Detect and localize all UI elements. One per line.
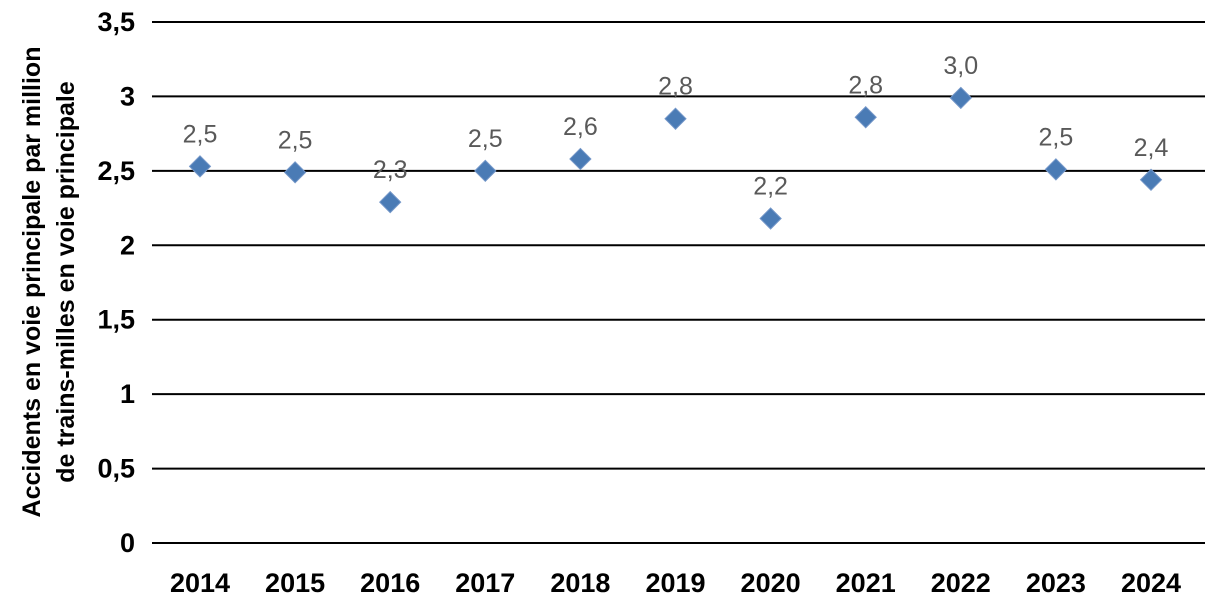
x-tick-label: 2019 <box>645 568 705 598</box>
x-tick-label: 2020 <box>741 568 801 598</box>
diamond-marker <box>664 107 687 130</box>
data-label: 2,3 <box>373 156 408 184</box>
y-tick-label: 2 <box>120 230 135 260</box>
data-label: 2,8 <box>848 71 883 99</box>
diamond-marker <box>188 155 212 178</box>
data-label: 2,5 <box>278 126 313 154</box>
data-label: 2,5 <box>183 120 218 148</box>
data-point-labels: 2,5 2,5 2,3 2,5 2,6 2,8 2,2 2,8 3,0 2,5 2,4 <box>183 52 1169 201</box>
diamond-marker <box>1139 168 1163 191</box>
diamond-marker <box>378 190 402 214</box>
diamond-marker <box>474 159 497 183</box>
y-axis-title-line2: de trains-milles en voie principale <box>52 81 80 483</box>
x-tick-label: 2021 <box>836 568 896 598</box>
data-label: 2,2 <box>753 172 788 200</box>
x-tick-label: 2014 <box>170 568 230 598</box>
x-tick-label: 2022 <box>931 568 991 598</box>
data-points <box>188 86 1163 230</box>
x-tick-label: 2024 <box>1121 568 1181 598</box>
data-label: 2,4 <box>1134 134 1169 162</box>
x-tick-label: 2023 <box>1026 568 1086 598</box>
data-label: 2,8 <box>658 73 693 101</box>
diamond-marker <box>283 161 307 184</box>
data-label: 2,5 <box>1039 123 1074 151</box>
y-axis-tick-labels: 0 0,5 1 1,5 2 2,5 3 3,5 <box>97 7 135 558</box>
diamond-marker <box>949 86 973 110</box>
x-tick-label: 2015 <box>265 568 325 598</box>
data-label: 3,0 <box>943 52 978 80</box>
y-tick-label: 2,5 <box>97 156 135 186</box>
diamond-marker <box>854 106 877 129</box>
diamond-marker <box>759 207 782 230</box>
x-axis-tick-labels: 2014 2015 2016 2017 2018 2019 2020 2021 2022 2023… <box>170 568 1181 598</box>
y-tick-label: 3 <box>120 81 135 111</box>
data-label: 2,5 <box>468 125 503 153</box>
diamond-marker <box>569 147 592 171</box>
x-tick-label: 2016 <box>360 568 420 598</box>
y-tick-label: 1 <box>120 379 135 409</box>
gridlines <box>152 20 1205 544</box>
y-tick-label: 0 <box>120 528 135 558</box>
x-tick-label: 2017 <box>455 568 515 598</box>
x-tick-label: 2018 <box>550 568 610 598</box>
y-tick-label: 0,5 <box>97 454 135 484</box>
data-label: 2,6 <box>563 113 598 141</box>
y-tick-label: 3,5 <box>97 7 135 37</box>
diamond-marker <box>1044 158 1068 181</box>
y-axis-title-line1: Accidents en voie principale par million <box>18 47 46 518</box>
y-tick-label: 1,5 <box>97 305 135 335</box>
